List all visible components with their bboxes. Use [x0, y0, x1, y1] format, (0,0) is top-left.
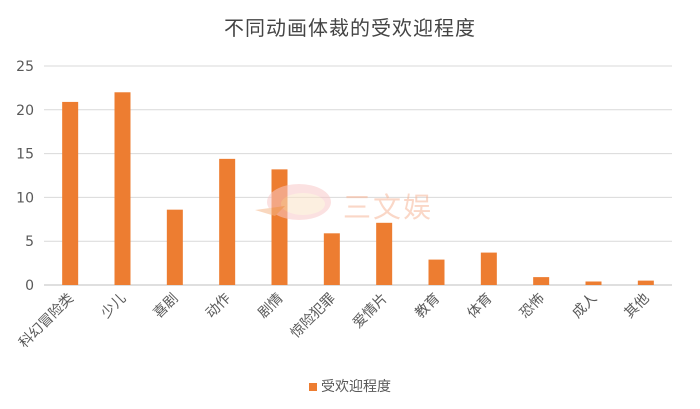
bar	[114, 92, 131, 285]
x-tick-label: 动作	[203, 291, 234, 322]
x-tick-label: 成人	[569, 291, 600, 322]
y-tick-label: 20	[16, 103, 34, 119]
gridlines	[44, 65, 672, 286]
chart-title: 不同动画体裁的受欢迎程度	[224, 16, 476, 40]
x-tick-label: 剧情	[255, 291, 286, 322]
legend-swatch	[309, 383, 317, 391]
y-axis-ticks: 0 5 10 15 20 25	[16, 59, 34, 294]
watermark-text: 三文娱	[343, 191, 434, 224]
x-tick-label: 少儿	[98, 291, 129, 322]
y-tick-label: 0	[25, 278, 34, 294]
bar	[637, 280, 654, 285]
x-axis-ticks: 科幻冒险类 少儿 喜剧 动作 剧情 惊险犯罪 爱情片 教育 体育 恐怖 成人 其他	[16, 290, 652, 352]
x-tick-label: 喜剧	[151, 291, 182, 322]
watermark-logo-icon	[255, 184, 331, 220]
bar	[62, 101, 79, 285]
x-tick-label: 科幻冒险类	[16, 291, 77, 352]
bar	[480, 252, 497, 285]
y-tick-label: 10	[16, 190, 34, 206]
bar	[219, 158, 236, 285]
bar	[323, 233, 340, 285]
bar	[585, 281, 602, 285]
legend-label: 受欢迎程度	[321, 379, 391, 395]
x-tick-label: 爱情片	[350, 291, 391, 332]
y-tick-label: 5	[25, 234, 34, 250]
x-tick-label: 惊险犯罪	[288, 291, 339, 342]
legend: 受欢迎程度	[0, 376, 700, 396]
y-tick-label: 25	[16, 59, 34, 75]
x-tick-label: 恐怖	[516, 290, 548, 322]
x-tick-label: 教育	[412, 291, 443, 322]
watermark-logo: 三文娱	[255, 180, 455, 228]
bar	[376, 222, 393, 285]
x-tick-label: 体育	[465, 291, 496, 322]
bar	[428, 259, 445, 285]
x-tick-label: 其他	[622, 291, 653, 322]
bar	[533, 277, 550, 285]
y-tick-label: 15	[16, 147, 34, 163]
bar	[166, 209, 183, 285]
